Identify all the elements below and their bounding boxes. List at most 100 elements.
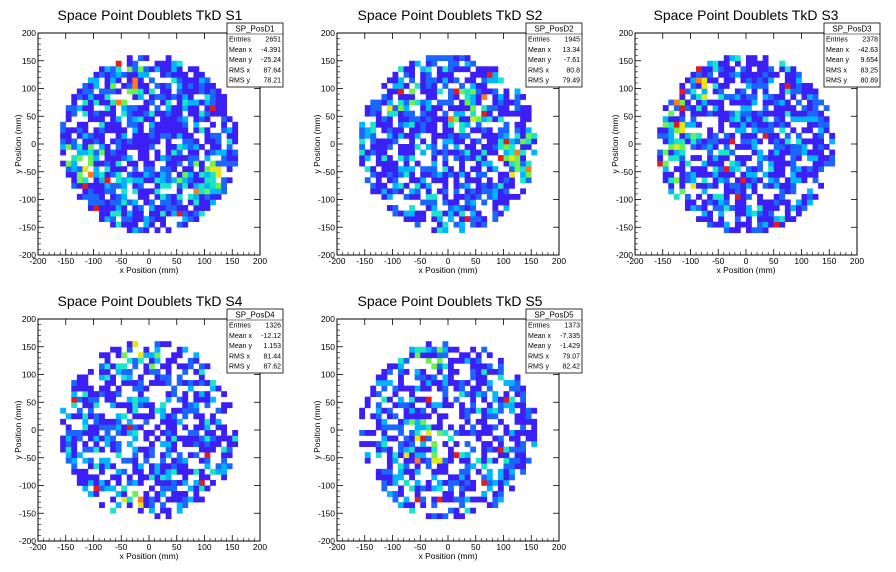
heatmap-cell (104, 368, 111, 375)
heatmap-cell (509, 182, 515, 189)
heatmap-cell (104, 82, 111, 89)
heatmap-cell (110, 199, 116, 206)
chart-title: Space Point Doublets TkD S5 (358, 293, 543, 309)
heatmap-cell (132, 166, 139, 173)
x-tick-label: -200 (29, 256, 46, 266)
stats-value: 1326 (265, 323, 281, 330)
heatmap-cell (87, 160, 94, 167)
x-tick-label: 50 (471, 256, 481, 266)
heatmap-cell (187, 430, 194, 436)
heatmap-cell (71, 160, 78, 167)
heatmap-cell (409, 210, 415, 217)
stats-label: Mean y (826, 57, 849, 64)
heatmap-cell (420, 88, 427, 95)
heatmap-cell (126, 155, 133, 161)
heatmap-cell (442, 193, 449, 200)
heatmap-cell (734, 199, 741, 206)
heatmap-cell (801, 171, 808, 178)
heatmap-cell (110, 149, 116, 156)
heatmap-cell (110, 193, 116, 200)
heatmap-cell (182, 82, 189, 89)
heatmap-cell (679, 116, 686, 123)
heatmap-cell (392, 205, 399, 211)
heatmap-cell (409, 485, 415, 492)
heatmap-cell (497, 144, 504, 150)
heatmap-cell (707, 66, 713, 73)
x-axis-label: x Position (mm) (418, 551, 477, 561)
heatmap-cell (93, 110, 100, 117)
heatmap-cell (215, 463, 222, 470)
heatmap-cell (436, 55, 443, 62)
heatmap-cell (226, 155, 233, 161)
heatmap-cell (137, 149, 144, 156)
heatmap-cell (403, 368, 410, 375)
heatmap-cell (509, 149, 515, 156)
heatmap-cell (93, 94, 100, 100)
heatmap-cell (193, 82, 200, 89)
heatmap-cell (784, 188, 791, 195)
heatmap-cell (204, 435, 211, 442)
heatmap-cell (126, 479, 133, 486)
heatmap-cell (696, 121, 702, 128)
heatmap-cell (60, 138, 67, 145)
heatmap-cell (104, 166, 111, 173)
heatmap-cell (497, 110, 504, 117)
heatmap-cell (448, 474, 454, 481)
heatmap-cell (520, 149, 526, 156)
heatmap-cell (762, 216, 769, 222)
x-tick-label: 150 (822, 256, 836, 266)
heatmap-cell (520, 407, 526, 414)
heatmap-cell (375, 468, 382, 475)
heatmap-cell (126, 210, 133, 217)
heatmap-cell (143, 105, 150, 111)
heatmap-cell (773, 216, 780, 222)
heatmap-cell (375, 110, 382, 117)
heatmap-cell (459, 149, 465, 156)
heatmap-cell (176, 88, 183, 95)
heatmap-cell (198, 166, 205, 173)
heatmap-cell (740, 193, 747, 200)
heatmap-cell (762, 71, 769, 78)
heatmap-cell (718, 177, 725, 184)
x-axis-label: x Position (mm) (119, 265, 178, 275)
heatmap-cell (509, 193, 515, 200)
heatmap-cell (226, 127, 233, 134)
heatmap-cell (370, 182, 377, 189)
heatmap-cell (149, 110, 155, 117)
heatmap-cell (442, 166, 449, 173)
heatmap-cell (673, 105, 680, 111)
heatmap-cell (370, 99, 377, 106)
stats-label: Mean x (528, 333, 551, 340)
y-tick-label: -50 (24, 167, 37, 177)
heatmap-cell (71, 127, 78, 134)
heatmap-cell (398, 502, 404, 508)
heatmap-cell (165, 357, 172, 364)
heatmap-cell (182, 171, 189, 178)
heatmap-cell (492, 105, 499, 111)
heatmap-cell (801, 205, 808, 211)
heatmap-cell (171, 132, 178, 139)
heatmap-cell (93, 188, 100, 195)
heatmap-cell (193, 177, 200, 184)
heatmap-cell (60, 121, 67, 128)
heatmap-cell (509, 144, 515, 150)
heatmap-cell (762, 94, 769, 100)
heatmap-cell (475, 418, 482, 425)
heatmap-cell (453, 430, 460, 436)
heatmap-cell (734, 55, 741, 62)
stats-name: SP_PosD3 (832, 25, 872, 34)
heatmap-cell (210, 380, 216, 386)
heatmap-cell (381, 193, 388, 200)
heatmap-cell (182, 210, 189, 217)
heatmap-cell (76, 94, 83, 100)
heatmap-cell (375, 155, 382, 161)
heatmap-cell (768, 149, 775, 156)
y-tick-label: -50 (323, 453, 336, 463)
heatmap-cell (171, 77, 178, 84)
heatmap-cell (392, 391, 399, 397)
heatmap-cell (204, 391, 211, 397)
stats-label: RMS x (528, 67, 550, 74)
heatmap-cell (165, 144, 172, 150)
heatmap-cell (420, 346, 427, 353)
heatmap-cell (520, 385, 526, 392)
